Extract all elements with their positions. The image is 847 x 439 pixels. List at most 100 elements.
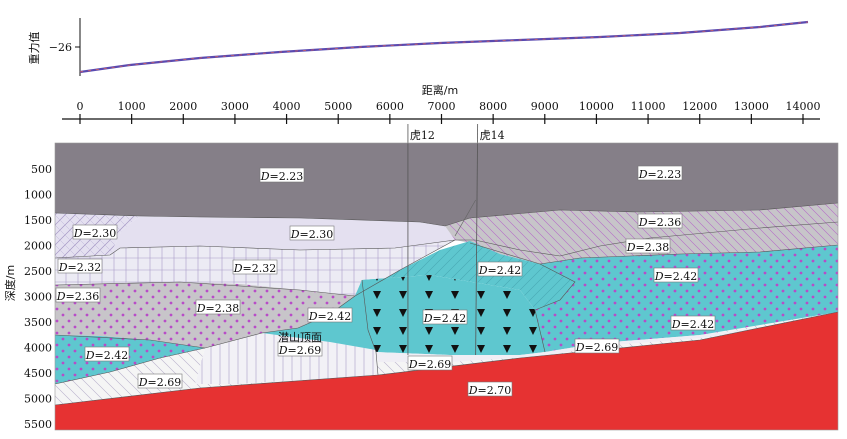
annotation-qianshan-top: 潜山顶面 (278, 330, 322, 344)
boundary-3 (54, 239, 456, 297)
density-labels: D=2.23 D=2.23 D=2.30 D=2.30 D=2.36 D=2.38 D=2.… (55, 165, 716, 397)
layer-cyan-hatch-central (355, 241, 580, 310)
section-frame (54, 142, 839, 431)
density-label-text: D=2.69 (278, 344, 322, 357)
distance-tick-label: 13000 (734, 100, 769, 113)
density-label: D=2.42 (477, 261, 523, 277)
well-trace-deviated (454, 199, 476, 237)
density-label-text: D=2.36 (638, 216, 682, 229)
density-label-text: D=2.42 (478, 264, 522, 277)
density-label: D=2.38 (625, 238, 671, 254)
density-label-text: D=2.30 (73, 227, 117, 240)
density-label-text: D=2.36 (56, 290, 100, 303)
density-label-box (277, 341, 323, 357)
depth-tick-label: 1500 (24, 214, 52, 227)
distance-tick-label: 6000 (376, 100, 404, 113)
depth-tick-label: 2500 (24, 265, 52, 278)
density-label-box (467, 381, 513, 397)
layer-basement (55, 312, 838, 430)
layer-gray-hatch-right (445, 203, 838, 256)
density-label: D=2.42 (422, 309, 468, 325)
density-label-box (637, 213, 683, 229)
distance-tick-label: 11000 (631, 100, 666, 113)
layer-lavender-plain (110, 216, 455, 255)
depth-ticks: 500 1000 1500 2000 2500 3000 3500 4000 4500 5000 5… (24, 163, 52, 431)
depth-tick-label: 1000 (24, 189, 52, 202)
layer-cyan-dots-right (535, 245, 838, 352)
density-label: D=2.42 (670, 315, 716, 331)
boundary-top (54, 202, 839, 227)
wells: 虎12 虎14 (407, 123, 505, 356)
depth-tick-label: 3500 (24, 316, 52, 329)
depth-tick-label: 5500 (24, 418, 52, 431)
distance-tick-label: 4000 (273, 100, 301, 113)
density-label-text: D=2.23 (638, 168, 682, 181)
boundary-6 (54, 347, 206, 385)
density-label-text: D=2.42 (85, 349, 129, 362)
density-label-box (637, 165, 683, 181)
density-label-text: D=2.42 (654, 270, 698, 283)
well-line (475, 123, 479, 356)
density-label: D=2.36 (637, 213, 683, 229)
boundary-7 (361, 279, 379, 376)
distance-tick-label: 12000 (682, 100, 717, 113)
density-label-text: D=2.38 (626, 241, 670, 254)
density-label-box (289, 225, 335, 241)
density-label-text: D=2.32 (233, 262, 277, 275)
gravity-ylabel: 重力值 (27, 32, 41, 65)
density-label: D=2.42 (653, 267, 699, 283)
density-label-box (307, 307, 353, 323)
density-label-text: D=2.38 (196, 302, 240, 315)
density-label: D=2.38 (195, 299, 241, 315)
well-label: 虎12 (410, 129, 435, 142)
density-label: D=2.69 (137, 373, 183, 389)
density-label-box (625, 238, 671, 254)
density-label-text: D=2.42 (423, 312, 467, 325)
density-label-box (55, 287, 101, 303)
distance-tick-label: 5000 (324, 100, 352, 113)
distance-ticks: 0 1000 2000 3000 4000 5000 6000 7000 8000 9000 100… (77, 100, 821, 124)
density-label: D=2.23 (259, 167, 305, 183)
density-label: D=2.30 (72, 224, 118, 240)
distance-tick-label: 9000 (531, 100, 559, 113)
boundary-8 (534, 263, 576, 353)
density-label-box (84, 346, 130, 362)
density-label-box (232, 259, 278, 275)
density-label: D=2.69 (277, 341, 323, 357)
layer-gray-dots-left (55, 282, 355, 348)
density-label: D=2.42 (307, 307, 353, 323)
density-label-text: D=2.23 (260, 170, 304, 183)
density-label-box (407, 355, 453, 371)
density-label-box (72, 224, 118, 240)
density-label: D=2.23 (637, 165, 683, 181)
boundary-4 (469, 242, 839, 265)
distance-tick-label: 3000 (221, 100, 249, 113)
distance-tick-label: 10000 (579, 100, 614, 113)
density-label: D=2.42 (84, 346, 130, 362)
density-label: D=2.30 (289, 225, 335, 241)
density-label-box (574, 338, 620, 354)
gravity-tick-label: −26 (49, 41, 72, 54)
density-label: D=2.69 (407, 355, 453, 371)
density-label: D=2.36 (55, 287, 101, 303)
density-label-box (137, 373, 183, 389)
density-label-box (670, 315, 716, 331)
distance-axis-title: 距离/m (422, 83, 458, 97)
depth-tick-label: 500 (31, 163, 52, 176)
density-label-box (57, 258, 103, 274)
depth-tick-label: 3000 (24, 291, 52, 304)
density-label-text: D=2.30 (290, 228, 334, 241)
density-label-box (422, 309, 468, 325)
gravity-panel: −26 重力值 (27, 18, 809, 76)
distance-tick-label: 8000 (479, 100, 507, 113)
density-label: D=2.32 (232, 259, 278, 275)
depth-tick-label: 4000 (24, 342, 52, 355)
density-label: D=2.69 (574, 338, 620, 354)
density-label-text: D=2.69 (138, 376, 182, 389)
layer-cyan-plain (262, 280, 376, 350)
density-label-text: D=2.42 (308, 310, 352, 323)
density-label-text: D=2.70 (468, 384, 512, 397)
density-label: D=2.32 (57, 258, 103, 274)
distance-tick-label: 0 (77, 100, 84, 113)
